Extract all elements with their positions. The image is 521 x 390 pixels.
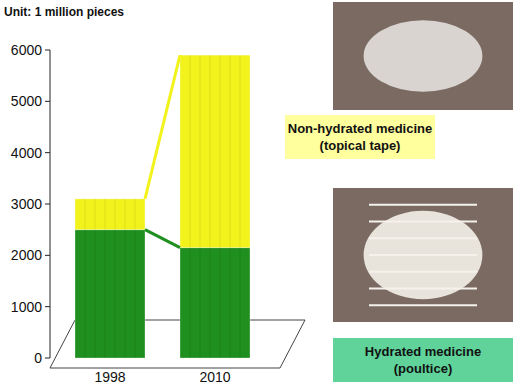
bar-stripe <box>135 199 136 230</box>
photo-mesh <box>369 288 477 290</box>
y-tick-label: 4000 <box>11 145 42 161</box>
bar-segment <box>180 55 250 248</box>
bar-stripe <box>115 230 116 358</box>
photo-bg <box>333 188 513 322</box>
bar-stripe <box>200 248 201 358</box>
photo-mesh <box>369 254 477 256</box>
bar-stripe <box>125 230 126 358</box>
y-tick-label: 2000 <box>11 247 42 263</box>
bar-stripe <box>210 248 211 358</box>
connector <box>145 230 180 248</box>
bar-stripe <box>105 199 106 230</box>
x-tick-label: 2010 <box>199 369 230 385</box>
bar-stripe <box>240 55 241 248</box>
y-tick <box>45 306 50 307</box>
subtitle: Unit: 1 million pieces <box>4 5 124 19</box>
bar-stripe <box>240 248 241 358</box>
photo-mesh <box>369 271 477 273</box>
bar-segment <box>180 248 250 358</box>
bar-stripe <box>210 55 211 248</box>
photo <box>333 188 513 322</box>
marks <box>75 55 250 358</box>
y-tick <box>45 255 50 256</box>
bar-segment <box>75 230 145 358</box>
chart: 0 1000 2000 3000 4000 5000 6000 Unit: 1 million… <box>0 0 521 390</box>
bar-stripe <box>85 199 86 230</box>
y-tick <box>45 101 50 102</box>
bar-stripe <box>135 230 136 358</box>
photo-mesh <box>369 304 477 306</box>
legend-line: Hydrated medicine <box>365 344 481 359</box>
x-tick-label: 1998 <box>94 369 125 385</box>
y-tick-label: 1000 <box>11 299 42 315</box>
bar-stripe <box>230 55 231 248</box>
y-tick-label: 3000 <box>11 196 42 212</box>
bar-stripe <box>220 248 221 358</box>
bar-stripe <box>105 230 106 358</box>
bar-segment <box>75 199 145 230</box>
y-tick-label: 5000 <box>11 93 42 109</box>
legend-label: Hydrated medicine (poultice) <box>365 344 481 376</box>
photo-mesh <box>369 204 477 206</box>
connector <box>145 55 180 199</box>
y-tick-label: 0 <box>34 350 42 366</box>
y-tick <box>45 50 50 51</box>
photo-bg <box>333 2 513 110</box>
legend-line: (poultice) <box>394 361 453 376</box>
legend-label: Non-hydrated medicine (topical tape) <box>288 121 432 153</box>
y-tick <box>45 152 50 153</box>
photo <box>333 2 513 110</box>
y-tick <box>45 358 50 359</box>
bar-stripe <box>200 55 201 248</box>
legend-box <box>285 115 435 159</box>
photo-mesh <box>369 221 477 223</box>
legend-box <box>333 338 513 382</box>
bar-stripe <box>190 55 191 248</box>
photo-mesh <box>369 237 477 239</box>
legend-line: Non-hydrated medicine <box>288 121 432 136</box>
bar-stripe <box>95 199 96 230</box>
bar-stripe <box>220 55 221 248</box>
bar-stripe <box>95 230 96 358</box>
bar-stripe <box>230 248 231 358</box>
y-tick-label: 6000 <box>11 42 42 58</box>
bar-stripe <box>190 248 191 358</box>
bar-stripe <box>125 199 126 230</box>
legend-line: (topical tape) <box>320 138 401 153</box>
bar-stripe <box>115 199 116 230</box>
photo-patch <box>364 211 483 299</box>
y-tick <box>45 204 50 205</box>
photo-patch <box>364 20 483 91</box>
bar-stripe <box>85 230 86 358</box>
